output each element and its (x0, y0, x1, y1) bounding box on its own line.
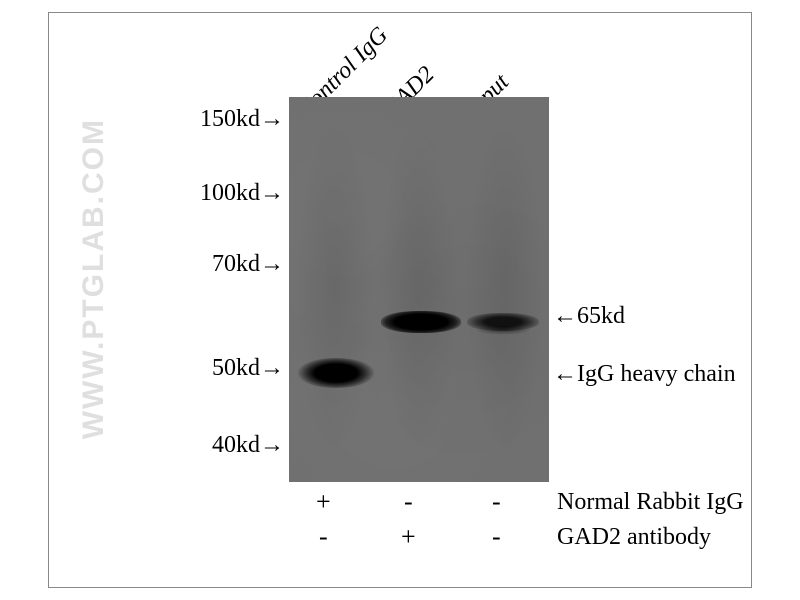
band-control-igg-heavy-chain (297, 358, 375, 388)
mw-marker-70kd: 70kd→ (180, 251, 284, 278)
condition-sign: - (492, 487, 501, 517)
mw-marker-text: 150kd (200, 106, 260, 132)
band-annotation-65kd: ←65kd (553, 303, 625, 330)
annotation-text: IgG heavy chain (577, 361, 736, 387)
condition-legend-gad2-antibody: GAD2 antibody (557, 524, 711, 551)
condition-sign: - (319, 522, 328, 552)
mw-marker-150kd: 150kd→ (169, 106, 284, 133)
mw-marker-100kd: 100kd→ (169, 180, 284, 207)
mw-marker-text: 50kd (212, 355, 260, 381)
watermark-text: WWW.PTGLAB.COM (77, 118, 111, 439)
blot-membrane (289, 97, 549, 482)
condition-legend-normal-rabbit-igg: Normal Rabbit IgG (557, 489, 744, 516)
condition-sign: + (401, 522, 416, 552)
condition-sign: - (492, 522, 501, 552)
figure-frame: WWW.PTGLAB.COM Control IgG GAD2 Input 15… (48, 12, 752, 588)
condition-sign: + (316, 487, 331, 517)
mw-marker-50kd: 50kd→ (180, 355, 284, 382)
condition-sign: - (404, 487, 413, 517)
lane-smudge-2 (379, 117, 459, 457)
band-input-65kd-shadow (471, 325, 535, 335)
band-annotation-igg-heavy-chain: ←IgG heavy chain (553, 361, 736, 388)
arrow-left-icon: ← (553, 361, 577, 388)
arrow-left-icon: ← (553, 303, 577, 330)
annotation-text: 65kd (577, 303, 625, 329)
band-gad2-65kd (381, 311, 461, 333)
mw-marker-text: 70kd (212, 251, 260, 277)
lane-smudge-3 (465, 117, 545, 457)
arrow-right-icon: → (260, 180, 284, 207)
mw-marker-text: 40kd (212, 432, 260, 458)
arrow-right-icon: → (260, 106, 284, 133)
arrow-right-icon: → (260, 251, 284, 278)
lane-smudge-1 (295, 117, 375, 457)
mw-marker-40kd: 40kd→ (180, 432, 284, 459)
arrow-right-icon: → (260, 355, 284, 382)
arrow-right-icon: → (260, 432, 284, 459)
mw-marker-text: 100kd (200, 180, 260, 206)
